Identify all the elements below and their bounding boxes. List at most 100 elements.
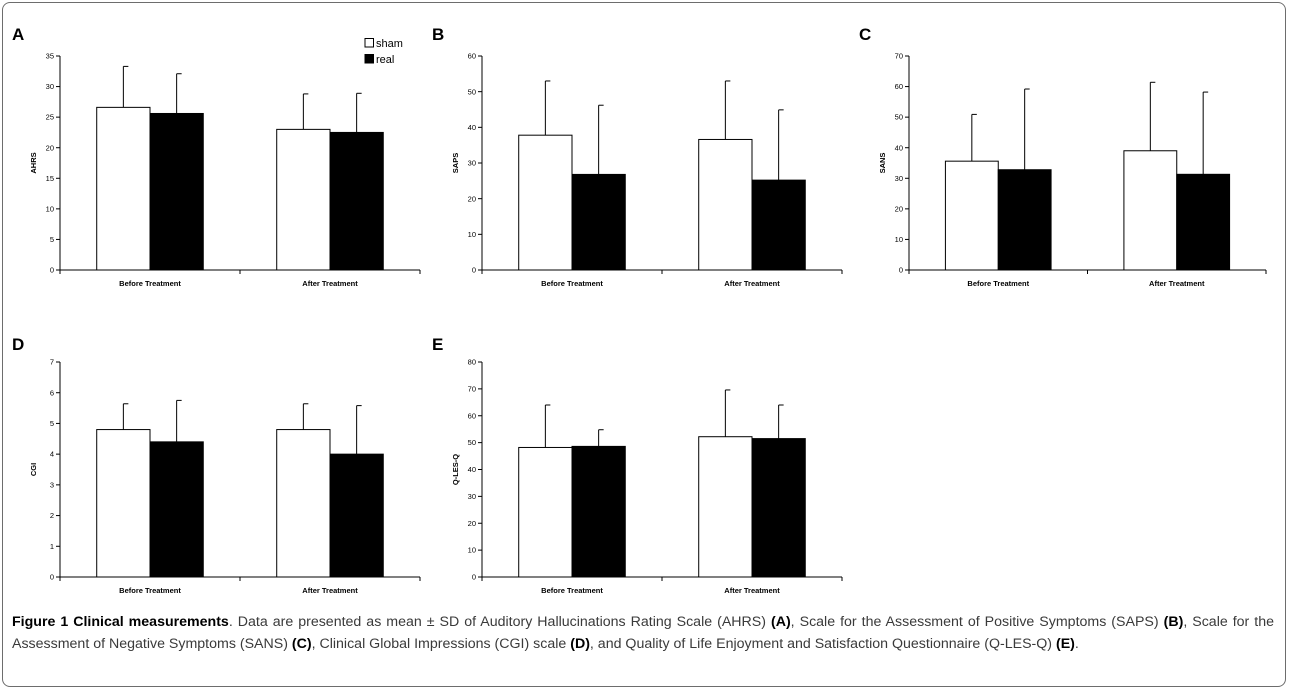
caption-ref-b: (B) — [1163, 614, 1184, 630]
chart-panel-d: D 0 1 2 3 4 5 6 7 CGI Before Treatment After Treatm… — [12, 335, 421, 595]
bar-real — [1176, 173, 1231, 271]
y-tick-label: 80 — [468, 358, 476, 367]
x-category-label: Before Treatment — [541, 586, 603, 595]
bar-real — [997, 169, 1052, 271]
bar-real — [329, 453, 384, 578]
y-tick-label: 10 — [468, 546, 476, 555]
y-tick-label: 60 — [895, 82, 903, 91]
y-tick-label: 40 — [468, 465, 476, 474]
chart-panel-b: B 0 10 20 30 40 50 60 SAPS Before Treatment After … — [432, 25, 843, 288]
x-category-label: After Treatment — [724, 586, 780, 595]
y-tick-label: 20 — [468, 519, 476, 528]
caption-text-5: , and Quality of Life Enjoyment and Sati… — [589, 636, 1056, 652]
bar-real — [751, 179, 806, 271]
bar-sham — [944, 160, 999, 271]
y-tick-label: 0 — [50, 266, 54, 275]
y-tick-label: 50 — [895, 113, 903, 122]
y-axis-label: CGI — [29, 463, 38, 476]
y-tick-label: 60 — [468, 52, 476, 61]
panel-letter: C — [859, 25, 871, 44]
x-category-label: Before Treatment — [119, 586, 181, 595]
y-tick-label: 7 — [50, 358, 54, 367]
y-tick-label: 70 — [895, 52, 903, 61]
legend: sham real — [364, 38, 403, 66]
y-tick-label: 0 — [899, 266, 903, 275]
caption-ref-e: (E) — [1055, 636, 1075, 652]
y-tick-label: 1 — [50, 542, 54, 551]
x-category-label: After Treatment — [302, 279, 358, 288]
y-tick-label: 20 — [895, 204, 903, 213]
caption-text-1: . Data are presented as mean ± SD of Aud… — [228, 614, 771, 630]
panel-letter: E — [432, 335, 443, 354]
bar-real — [149, 112, 204, 271]
figure-caption: Figure 1 Clinical measurements. Data are… — [12, 611, 1274, 655]
y-tick-label: 3 — [50, 480, 54, 489]
chart-panel-a: A 0 5 10 15 20 25 30 35 AHRS Before Treatment After… — [12, 25, 421, 288]
y-tick-label: 50 — [468, 438, 476, 447]
y-tick-label: 10 — [895, 235, 903, 244]
y-axis-label: AHRS — [29, 152, 38, 173]
y-tick-label: 10 — [46, 204, 54, 213]
bar-sham — [96, 106, 151, 271]
y-tick-label: 40 — [468, 123, 476, 132]
y-tick-label: 70 — [468, 384, 476, 393]
chart-panel-e: E 0 10 20 30 40 50 60 70 80 Q-LES-Q Before Treatmen… — [432, 335, 843, 595]
panel-letter: A — [12, 25, 24, 44]
y-tick-label: 50 — [468, 87, 476, 96]
bar-sham — [518, 446, 573, 578]
legend-label-sham: sham — [376, 38, 403, 50]
legend-swatch-real — [364, 54, 374, 64]
bar-sham — [1123, 150, 1178, 271]
y-tick-label: 10 — [468, 230, 476, 239]
y-tick-label: 60 — [468, 411, 476, 420]
legend-swatch-sham — [364, 38, 374, 48]
bar-sham — [698, 138, 753, 271]
y-tick-label: 0 — [50, 573, 54, 582]
caption-ref-a: (A) — [770, 614, 791, 630]
y-tick-label: 5 — [50, 235, 54, 244]
bar-sham — [276, 429, 331, 578]
y-tick-label: 35 — [46, 52, 54, 61]
caption-text-3: , Scale for the Assessment of Negative S… — [12, 614, 1274, 652]
y-tick-label: 40 — [895, 143, 903, 152]
y-tick-label: 20 — [468, 194, 476, 203]
y-tick-label: 30 — [468, 492, 476, 501]
y-tick-label: 30 — [468, 159, 476, 168]
y-axis-label: Q-LES-Q — [451, 454, 460, 485]
bar-real — [571, 445, 626, 578]
y-tick-label: 0 — [472, 573, 476, 582]
bar-real — [571, 173, 626, 271]
y-axis-label: SANS — [878, 153, 887, 174]
panel-letter: B — [432, 25, 444, 44]
bar-real — [751, 438, 806, 578]
caption-text-6: . — [1074, 636, 1079, 652]
caption-text-4: , Clinical Global Impressions (CGI) scal… — [311, 636, 571, 652]
x-category-label: After Treatment — [302, 586, 358, 595]
y-tick-label: 4 — [50, 450, 54, 459]
x-category-label: After Treatment — [1149, 279, 1205, 288]
bar-sham — [698, 436, 753, 578]
bar-real — [149, 441, 204, 578]
x-category-label: Before Treatment — [541, 279, 603, 288]
y-tick-label: 30 — [46, 82, 54, 91]
bar-sham — [518, 134, 573, 271]
caption-text-2: , Scale for the Assessment of Positive S… — [790, 614, 1164, 630]
y-tick-label: 30 — [895, 174, 903, 183]
x-category-label: Before Treatment — [119, 279, 181, 288]
chart-panel-c: C 0 10 20 30 40 50 60 70 SANS Before Treatment Afte… — [859, 25, 1267, 288]
caption-ref-d: (D) — [570, 636, 590, 652]
bar-real — [329, 131, 384, 271]
y-tick-label: 2 — [50, 511, 54, 520]
x-category-label: Before Treatment — [967, 279, 1029, 288]
x-category-label: After Treatment — [724, 279, 780, 288]
y-tick-label: 20 — [46, 143, 54, 152]
legend-label-real: real — [376, 54, 394, 66]
panel-letter: D — [12, 335, 24, 354]
y-tick-label: 0 — [472, 266, 476, 275]
y-tick-label: 6 — [50, 388, 54, 397]
y-tick-label: 5 — [50, 419, 54, 428]
y-tick-label: 25 — [46, 113, 54, 122]
bar-sham — [276, 128, 331, 271]
